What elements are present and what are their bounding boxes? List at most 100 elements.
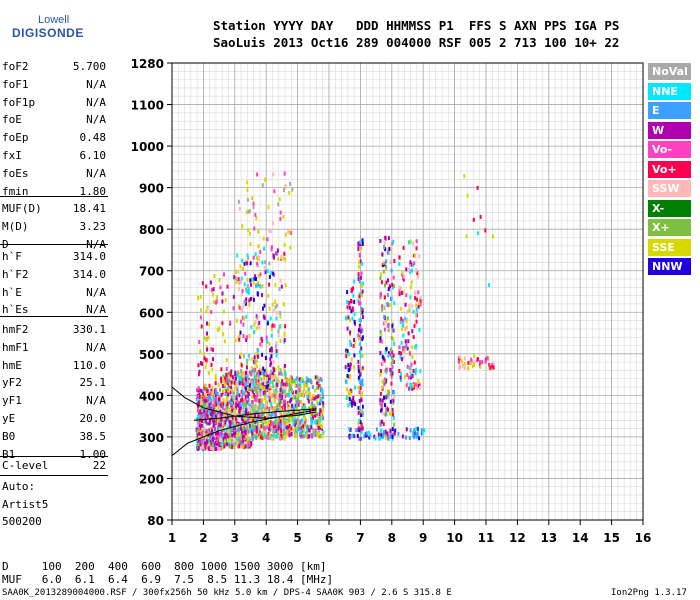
data-point (317, 394, 320, 399)
data-point (303, 420, 306, 425)
header-labels: Station YYYY DAY DDD HHMMSS P1 FFS S AXN… (213, 18, 620, 33)
data-point (283, 242, 286, 247)
data-point (284, 232, 287, 237)
data-point (291, 377, 294, 382)
data-point (232, 426, 235, 431)
data-point (219, 387, 221, 392)
data-point (383, 358, 386, 363)
data-point (246, 187, 249, 192)
data-point (213, 414, 216, 419)
axes: 1 2 3 4 5 6 7 8 9 10 11 12 13 14 15 1680200300400500600… (131, 57, 652, 545)
data-point (220, 376, 222, 381)
param-label: B0 (2, 429, 16, 443)
data-point (276, 248, 279, 253)
data-point (388, 303, 391, 308)
data-point (244, 417, 247, 422)
data-point (275, 344, 277, 349)
data-point (199, 411, 202, 416)
data-point (197, 443, 200, 448)
data-point (202, 430, 205, 435)
data-point (290, 375, 293, 380)
data-point (383, 295, 386, 300)
data-point (202, 395, 205, 400)
data-point (278, 408, 281, 412)
data-point (256, 351, 259, 356)
data-point (406, 364, 409, 369)
data-point (357, 242, 360, 247)
data-point (279, 278, 282, 283)
data-point (238, 424, 241, 429)
data-point (256, 383, 259, 388)
data-point (410, 280, 413, 285)
data-point (256, 280, 259, 285)
data-point (237, 436, 240, 441)
data-point (409, 260, 412, 265)
data-point (406, 346, 409, 351)
data-point (262, 390, 265, 395)
data-point (264, 371, 267, 376)
data-point (399, 371, 402, 376)
data-point (230, 369, 233, 374)
data-point (251, 380, 253, 384)
param-row-fmin: fmin 1.80 (2, 183, 106, 200)
data-point (252, 201, 255, 206)
data-point (204, 404, 207, 408)
data-point (387, 389, 390, 394)
data-point (347, 392, 350, 397)
data-point (248, 302, 251, 307)
data-point (264, 270, 267, 275)
data-point (239, 444, 242, 449)
param-value: N/A (86, 303, 106, 317)
data-point (295, 420, 298, 425)
data-point (361, 281, 364, 286)
data-point (238, 376, 241, 381)
data-point (256, 261, 259, 266)
data-point (287, 425, 290, 430)
data-point (241, 373, 244, 378)
data-point (307, 394, 310, 399)
data-point (346, 326, 349, 331)
data-point (409, 375, 412, 380)
data-point (282, 424, 285, 429)
data-point (232, 404, 235, 409)
data-point (361, 408, 364, 413)
data-point (390, 355, 393, 360)
version-label: Ion2Png 1.3.17 (611, 588, 687, 598)
data-point (202, 351, 205, 356)
data-point (357, 410, 360, 415)
data-point (360, 346, 363, 351)
data-point (274, 418, 277, 422)
panel-separator (0, 316, 108, 317)
data-point (278, 325, 281, 329)
data-point (283, 427, 285, 432)
data-point (269, 384, 271, 389)
data-point (199, 315, 202, 320)
data-point (272, 376, 275, 380)
data-point (231, 407, 234, 412)
data-point (236, 391, 239, 396)
data-point (232, 392, 235, 397)
data-point (302, 393, 305, 398)
data-point (240, 377, 243, 382)
data-point (247, 401, 250, 406)
legend-item-vo: Vo+ (648, 160, 691, 178)
data-point (218, 411, 221, 416)
x-tick-label: 2 (199, 531, 207, 545)
data-point (226, 433, 229, 438)
data-point (391, 323, 394, 328)
data-point (410, 366, 413, 371)
param-value: N/A (86, 95, 106, 109)
data-point (387, 435, 390, 439)
data-point (346, 299, 349, 304)
data-point (269, 435, 272, 440)
data-point (467, 366, 470, 371)
data-point (254, 319, 257, 324)
data-point (285, 425, 288, 430)
data-point (279, 419, 282, 423)
data-point (415, 307, 418, 312)
data-point (290, 230, 293, 235)
data-point (250, 422, 253, 427)
data-point (226, 429, 229, 434)
data-point (379, 421, 382, 426)
data-point (414, 313, 417, 317)
